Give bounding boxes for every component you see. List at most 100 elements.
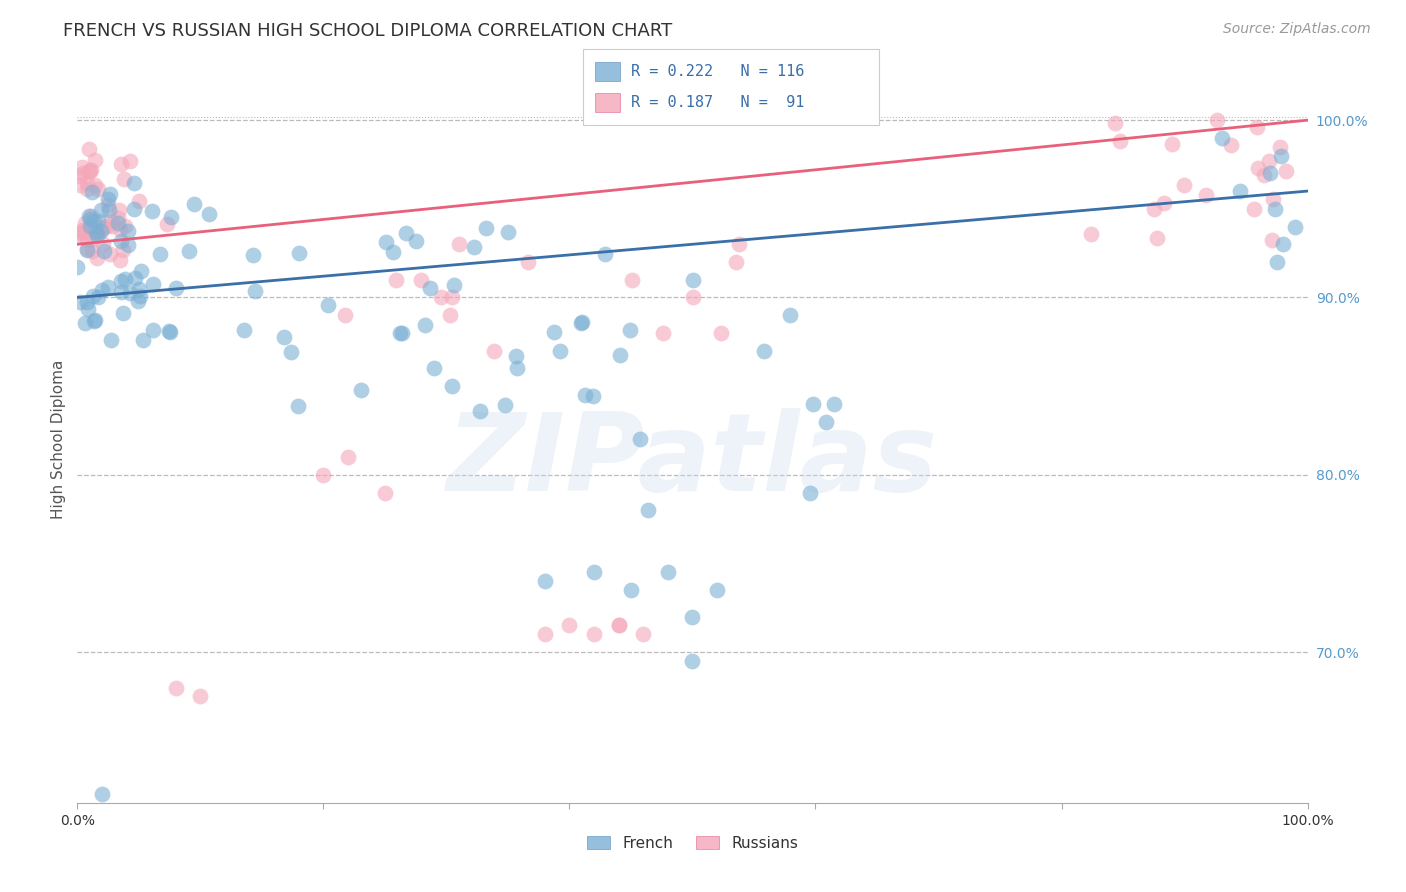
Point	[1284, 219, 1306, 234]
Point	[97, 280, 120, 294]
Point	[534, 627, 557, 641]
Point	[91, 221, 114, 235]
Point	[633, 627, 655, 641]
Point	[132, 333, 155, 347]
Point	[1270, 140, 1292, 154]
Point	[543, 325, 565, 339]
Point	[534, 574, 557, 589]
Point	[69, 226, 91, 240]
Point	[474, 221, 496, 235]
Point	[83, 153, 105, 168]
Point	[108, 253, 131, 268]
Text: ZIPatlas: ZIPatlas	[447, 409, 938, 514]
Text: Source: ZipAtlas.com: Source: ZipAtlas.com	[1223, 22, 1371, 37]
Point	[752, 343, 775, 358]
Point	[76, 176, 98, 190]
Point	[482, 343, 505, 358]
Point	[1270, 148, 1292, 162]
Point	[607, 618, 630, 632]
Point	[620, 582, 643, 597]
Point	[114, 219, 136, 234]
Point	[287, 400, 309, 414]
Point	[571, 315, 593, 329]
Point	[1146, 231, 1168, 245]
Point	[593, 246, 616, 260]
Point	[183, 197, 205, 211]
Point	[86, 227, 108, 242]
Point	[79, 219, 101, 233]
Point	[333, 308, 356, 322]
Point	[801, 397, 824, 411]
Point	[79, 162, 101, 177]
Point	[1160, 136, 1182, 151]
Point	[583, 627, 606, 641]
Point	[657, 566, 679, 580]
Point	[66, 260, 89, 274]
Point	[82, 289, 104, 303]
Point	[141, 203, 163, 218]
Point	[823, 397, 845, 411]
Point	[413, 318, 436, 332]
Point	[682, 290, 704, 304]
Point	[86, 290, 108, 304]
Point	[799, 485, 821, 500]
Point	[374, 235, 396, 250]
Point	[1257, 153, 1279, 168]
Point	[87, 213, 110, 227]
Point	[1271, 237, 1294, 252]
Point	[75, 316, 97, 330]
Point	[385, 273, 408, 287]
Point	[76, 181, 98, 195]
Point	[318, 298, 340, 312]
Point	[630, 432, 652, 446]
Point	[273, 329, 295, 343]
Point	[391, 326, 413, 340]
Point	[637, 503, 659, 517]
Point	[1265, 255, 1288, 269]
Point	[423, 361, 446, 376]
Point	[100, 333, 122, 347]
Point	[652, 326, 675, 340]
Point	[128, 282, 150, 296]
Point	[682, 273, 704, 287]
Point	[83, 314, 105, 328]
Point	[779, 308, 801, 322]
Point	[463, 240, 485, 254]
Point	[90, 787, 114, 801]
Point	[70, 160, 93, 174]
Point	[70, 225, 93, 239]
Point	[110, 157, 132, 171]
Point	[157, 324, 180, 338]
Point	[76, 242, 98, 256]
Point	[76, 234, 98, 248]
Point	[98, 203, 121, 218]
Point	[1264, 202, 1286, 216]
Point	[706, 582, 728, 597]
Point	[571, 317, 593, 331]
Point	[548, 343, 571, 358]
Point	[75, 216, 97, 230]
Point	[506, 361, 529, 376]
Point	[350, 384, 373, 398]
Point	[87, 226, 110, 240]
Point	[118, 153, 141, 168]
Point	[558, 618, 581, 632]
Point	[1258, 166, 1281, 180]
Point	[405, 235, 427, 249]
Point	[1261, 233, 1284, 247]
Point	[72, 166, 94, 180]
Point	[82, 185, 104, 199]
Point	[1108, 134, 1130, 148]
Point	[107, 211, 129, 226]
Point	[100, 219, 122, 234]
Point	[165, 281, 187, 295]
Point	[165, 681, 187, 695]
Point	[79, 212, 101, 227]
Point	[69, 169, 91, 183]
Point	[619, 323, 641, 337]
Point	[337, 450, 360, 464]
Point	[107, 216, 129, 230]
Point	[77, 301, 100, 316]
Point	[1173, 178, 1195, 192]
Point	[110, 234, 132, 248]
